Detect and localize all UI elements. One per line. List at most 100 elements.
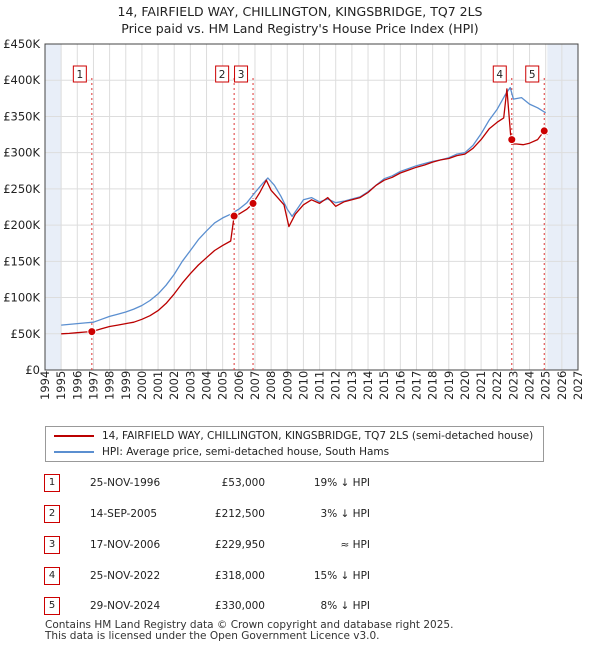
sale-hpi-comparison: 3% ↓ HPI <box>320 508 370 520</box>
table-row: 1 25-NOV-1996 £53,000 19% ↓ HPI <box>0 474 600 492</box>
x-tick-label: 2023 <box>506 371 520 400</box>
legend-property-label: 14, FAIRFIELD WAY, CHILLINGTON, KINGSBRI… <box>102 430 534 442</box>
y-tick-label: £0 <box>25 363 40 377</box>
y-tick-label: £400K <box>3 73 40 87</box>
table-row: 4 25-NOV-2022 £318,000 15% ↓ HPI <box>0 567 600 585</box>
y-tick-label: £350K <box>3 109 40 123</box>
legend: 14, FAIRFIELD WAY, CHILLINGTON, KINGSBRI… <box>45 426 544 462</box>
y-tick-label: £100K <box>3 291 40 305</box>
sale-label-box <box>215 65 230 83</box>
y-tick-label: £200K <box>3 218 40 232</box>
x-tick-label: 1994 <box>38 371 52 400</box>
x-tick-label: 2007 <box>248 371 262 400</box>
legend-hpi-label: HPI: Average price, semi-detached house,… <box>102 446 390 458</box>
x-tick-label: 2015 <box>377 371 391 400</box>
table-row: 3 17-NOV-2006 £229,950 ≈ HPI <box>0 536 600 554</box>
sale-label-text: 3 <box>238 69 245 81</box>
sale-point <box>87 327 97 337</box>
y-tick-label: £50K <box>11 327 41 341</box>
x-tick-label: 2006 <box>232 371 246 400</box>
sale-date: 29-NOV-2024 <box>90 600 161 612</box>
sale-hpi-comparison: 15% ↓ HPI <box>313 570 370 582</box>
footer-licence: This data is licensed under the Open Gov… <box>45 630 380 642</box>
x-tick-label: 2020 <box>458 371 472 400</box>
sale-hpi-comparison: 19% ↓ HPI <box>313 477 370 489</box>
property-series-line <box>61 88 548 335</box>
sale-label-box <box>72 65 87 83</box>
x-tick-label: 2011 <box>313 371 327 400</box>
footer: Contains HM Land Registry data © Crown c… <box>45 620 453 642</box>
x-tick-label: 2027 <box>571 371 585 400</box>
y-tick-label: £450K <box>3 37 40 51</box>
x-tick-label: 1996 <box>70 371 84 400</box>
sale-label-text: 1 <box>76 69 83 81</box>
y-tick-label: £250K <box>3 182 40 196</box>
sale-label-box <box>234 65 249 83</box>
x-tick-label: 2021 <box>474 371 488 400</box>
shaded-region <box>45 44 62 370</box>
x-tick-label: 2014 <box>361 371 375 400</box>
property-line-swatch <box>54 435 94 437</box>
sale-label-text: 4 <box>496 69 503 81</box>
x-tick-label: 2002 <box>167 371 181 400</box>
sale-price: £212,500 <box>214 508 265 520</box>
x-tick-label: 2003 <box>183 371 197 400</box>
chart-title: 14, FAIRFIELD WAY, CHILLINGTON, KINGSBRI… <box>117 4 483 19</box>
x-tick-label: 2000 <box>135 371 149 400</box>
shaded-region <box>547 44 578 370</box>
x-tick-label: 2012 <box>329 371 343 400</box>
x-tick-label: 1999 <box>119 371 133 400</box>
x-tick-label: 2009 <box>280 371 294 400</box>
x-tick-label: 2004 <box>200 371 214 400</box>
price-chart: £0 £50K £100K £150K £200K £250K £300K £350K £400… <box>3 37 585 400</box>
sale-number-badge: 4 <box>44 567 60 585</box>
sale-number-badge: 3 <box>44 536 60 554</box>
sale-price: £330,000 <box>214 600 265 612</box>
x-tick-label: 2017 <box>409 371 423 400</box>
x-tick-label: 2001 <box>151 371 165 400</box>
x-tick-label: 2013 <box>345 371 359 400</box>
chart-subtitle: Price paid vs. HM Land Registry's House … <box>121 21 479 36</box>
table-row: 5 29-NOV-2024 £330,000 8% ↓ HPI <box>0 597 600 615</box>
table-row: 2 14-SEP-2005 £212,500 3% ↓ HPI <box>0 505 600 523</box>
sale-price: £318,000 <box>214 570 265 582</box>
x-tick-label: 2005 <box>216 371 230 400</box>
sale-number-badge: 2 <box>44 505 60 523</box>
sale-date: 25-NOV-2022 <box>90 570 161 582</box>
x-tick-label: 2008 <box>264 371 278 400</box>
hpi-line-swatch <box>54 451 94 453</box>
x-tick-label: 1998 <box>103 371 117 400</box>
sale-label-box <box>492 65 507 83</box>
x-tick-label: 1995 <box>54 371 68 400</box>
sale-price: £53,000 <box>221 477 265 489</box>
x-tick-label: 2026 <box>555 371 569 400</box>
sale-number-badge: 5 <box>44 597 60 615</box>
x-tick-label: 2025 <box>539 371 553 400</box>
sale-label-box <box>525 65 540 83</box>
x-tick-label: 2022 <box>490 371 504 400</box>
hpi-series-line <box>61 86 547 326</box>
sale-point <box>248 198 258 208</box>
y-tick-label: £150K <box>3 254 40 268</box>
legend-item-property: 14, FAIRFIELD WAY, CHILLINGTON, KINGSBRI… <box>54 429 533 444</box>
x-tick-label: 1997 <box>86 371 100 400</box>
sale-date: 25-NOV-1996 <box>90 477 161 489</box>
plot-frame <box>44 43 579 371</box>
sale-label-text: 2 <box>219 69 226 81</box>
x-tick-label: 2016 <box>393 371 407 400</box>
y-tick-label: £300K <box>3 146 40 160</box>
x-tick-label: 2024 <box>523 371 537 400</box>
sale-hpi-comparison: ≈ HPI <box>340 539 370 551</box>
footer-copyright: Contains HM Land Registry data © Crown c… <box>45 619 454 631</box>
sale-price: £229,950 <box>214 539 265 551</box>
sale-point <box>229 211 239 221</box>
sale-point <box>507 135 517 145</box>
sale-hpi-comparison: 8% ↓ HPI <box>320 600 370 612</box>
x-tick-label: 2010 <box>296 371 310 400</box>
sale-point <box>539 126 549 136</box>
legend-item-hpi: HPI: Average price, semi-detached house,… <box>54 445 389 460</box>
sale-number-badge: 1 <box>44 474 60 492</box>
x-tick-label: 2018 <box>426 371 440 400</box>
sale-date: 14-SEP-2005 <box>90 508 158 520</box>
sale-label-text: 5 <box>529 69 536 81</box>
